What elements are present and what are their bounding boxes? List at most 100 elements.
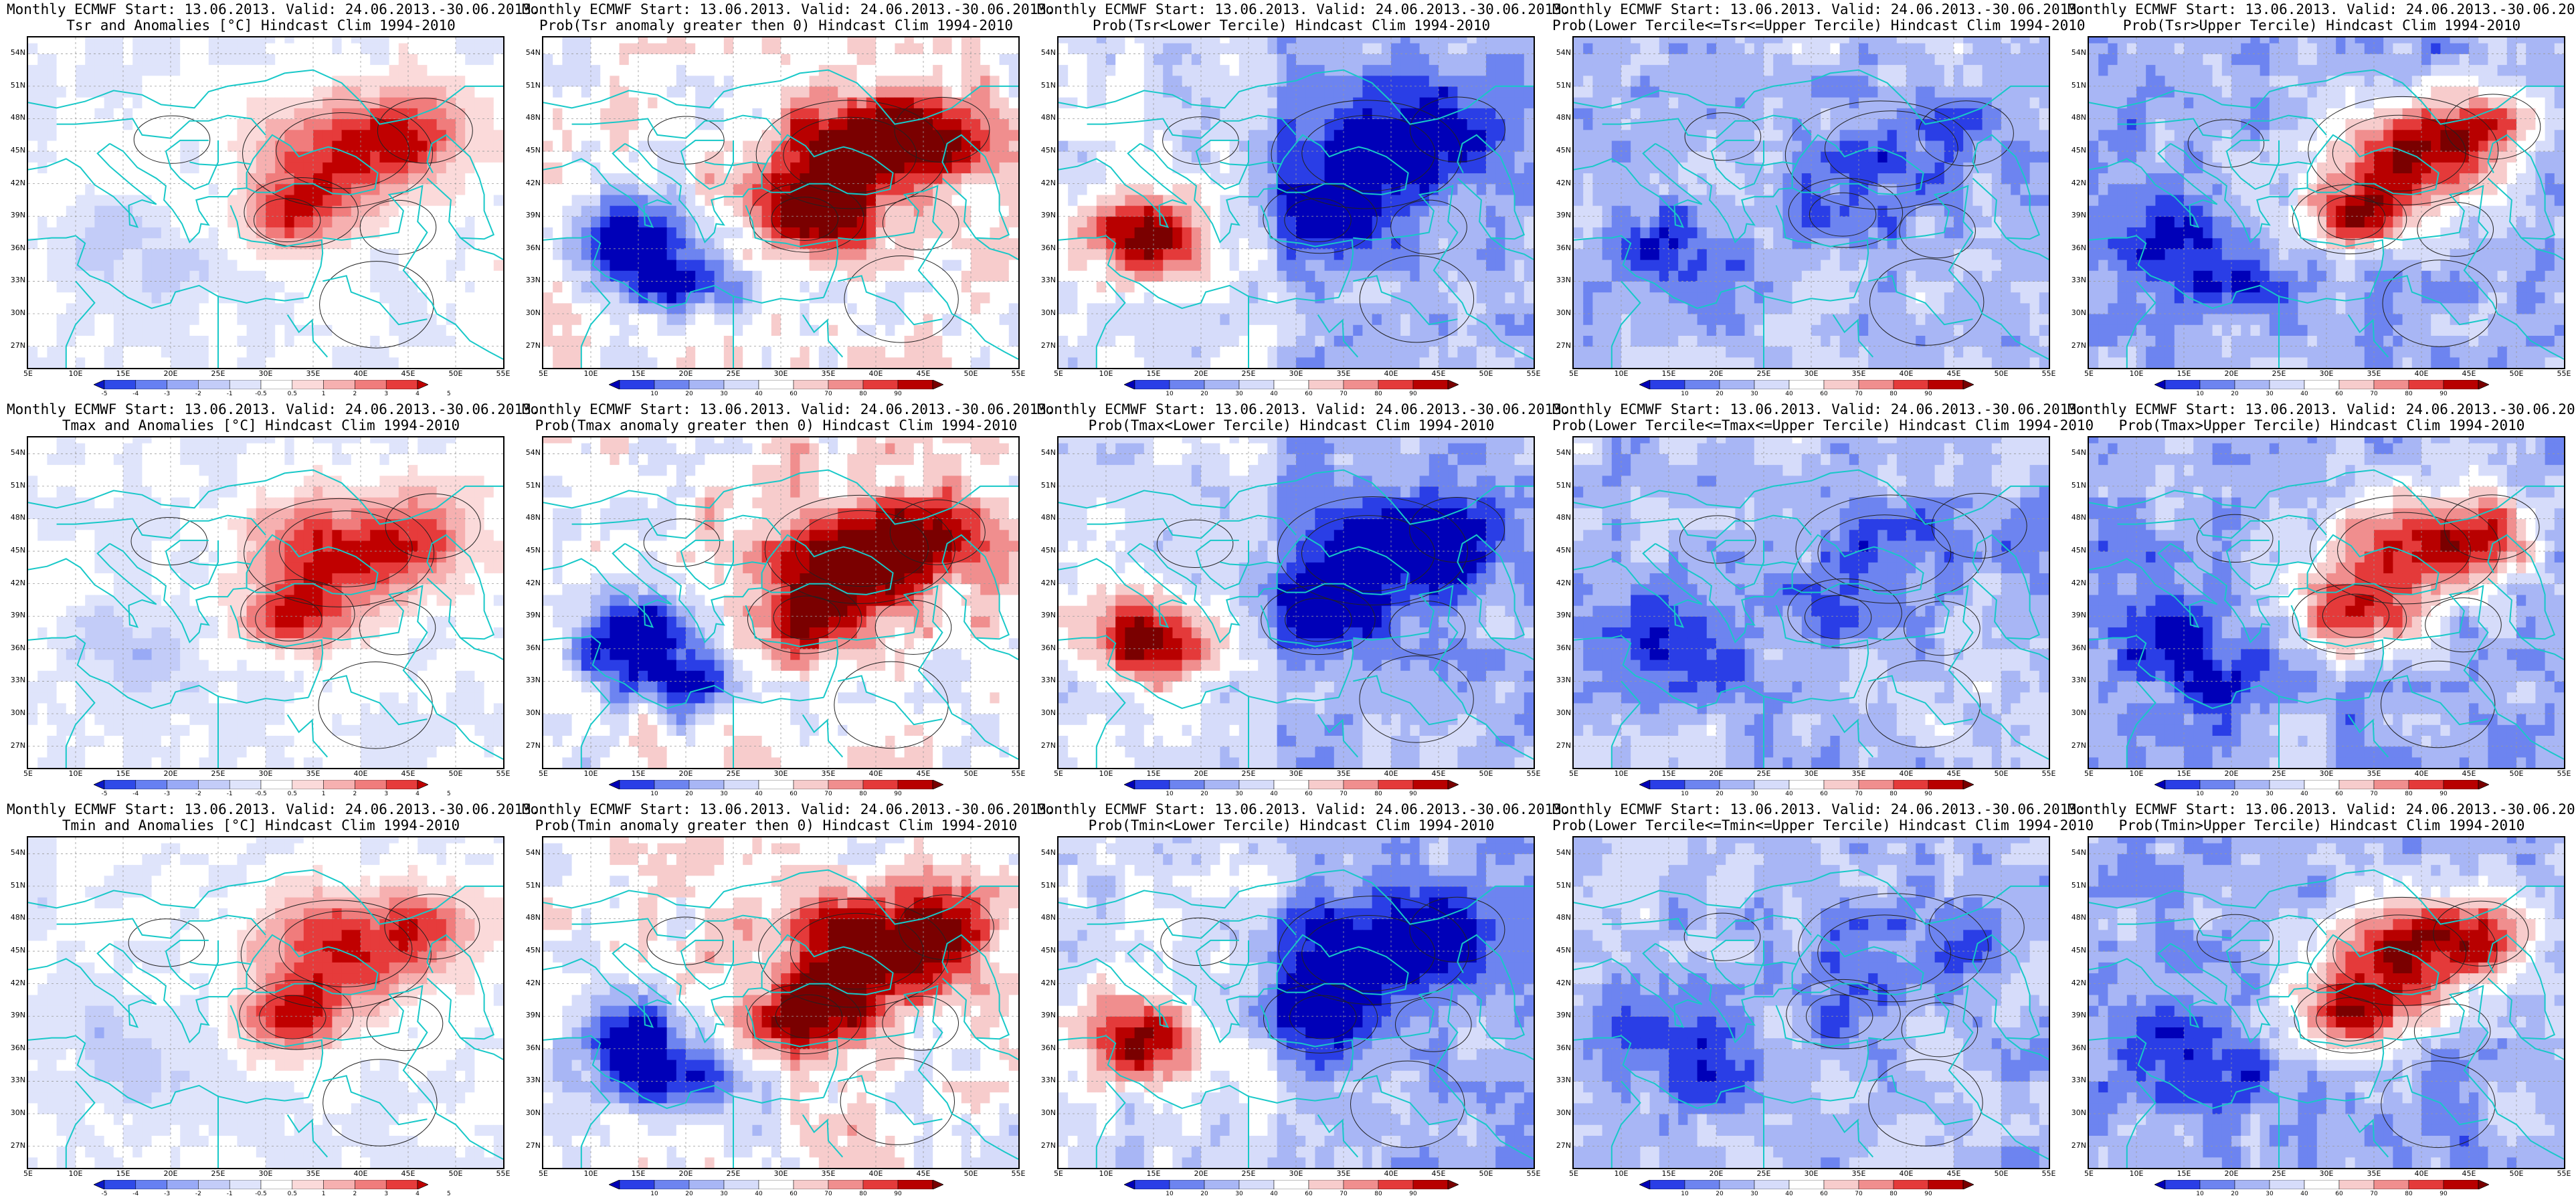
colorbar-tick-label: 10: [2190, 391, 2210, 397]
coastlines-borders: [1574, 469, 2049, 768]
colorbar-swatch: [654, 1180, 690, 1189]
colorbar-swatch: [1169, 780, 1205, 789]
colorbar-tick-label: 30: [2260, 791, 2280, 797]
colorbar-swatch: [1823, 380, 1859, 389]
colorbar-tick-label: 80: [1883, 391, 1904, 397]
lon-tick-label: 10E: [1093, 369, 1119, 378]
colorbar-tick-label: 30: [1229, 391, 1249, 397]
colorbar-swatch: [385, 1180, 418, 1189]
map-canvas: [28, 837, 503, 1168]
lon-tick-label: 20E: [1703, 1169, 1730, 1178]
lon-tick-label: 45E: [910, 1169, 937, 1178]
lat-tick-label: 30N: [1552, 708, 1571, 717]
lat-tick-label: 54N: [522, 48, 541, 57]
colorbar-tick-label: 20: [1710, 791, 1730, 797]
colorbar-swatch: [2408, 1180, 2444, 1189]
colorbar-tick-label: 10: [644, 391, 664, 397]
lat-tick-label: 48N: [1552, 913, 1571, 922]
lat-tick-label: 33N: [1037, 276, 1056, 284]
colorbar-swatch: [619, 1180, 655, 1189]
lat-tick-label: 51N: [7, 881, 25, 890]
lon-tick-label: 10E: [577, 1169, 604, 1178]
colorbar-min-arrow: [609, 380, 620, 389]
lon-tick-label: 20E: [157, 369, 184, 378]
colorbar-tick-label: 80: [1883, 791, 1904, 797]
lon-tick-label: 15E: [2171, 369, 2197, 378]
colorbar-swatch: [135, 1180, 167, 1189]
lat-tick-label: 30N: [522, 1108, 541, 1117]
colorbar-swatch: [2443, 380, 2479, 389]
colorbar-swatch: [2269, 780, 2305, 789]
colorbar-swatch: [1788, 380, 1825, 389]
forecast-map-panel: Monthly ECMWF Start: 13.06.2013. Valid: …: [1037, 1, 1570, 397]
lat-tick-label: 27N: [522, 1141, 541, 1150]
lon-tick-label: 30E: [1283, 1169, 1309, 1178]
lat-tick-label: 42N: [1037, 579, 1056, 587]
panel-title-line2: Prob(Tmax anomaly greater then 0) Hindca…: [522, 417, 1030, 433]
colorbar-swatch: [1684, 380, 1720, 389]
colorbar-max-arrow: [1962, 380, 1974, 389]
colorbar-swatch: [2338, 780, 2375, 789]
lon-tick-label: 10E: [1093, 1169, 1119, 1178]
colorbar-tick-label: 80: [853, 1191, 873, 1197]
lat-tick-label: 36N: [522, 243, 541, 252]
lat-tick-label: 45N: [1037, 946, 1056, 955]
lat-tick-label: 45N: [7, 546, 25, 555]
colorbar-swatch: [355, 780, 387, 789]
colorbar-swatch: [135, 780, 167, 789]
colorbar-swatch: [2443, 780, 2479, 789]
colorbar-tick-label: 3: [376, 1191, 396, 1197]
colorbar-tick-label: 4: [407, 791, 428, 797]
lat-tick-label: 51N: [1552, 81, 1571, 90]
colorbar-swatch: [167, 780, 199, 789]
colorbar-tick-label: 60: [1299, 391, 1319, 397]
lon-tick-label: 5E: [2076, 369, 2102, 378]
lon-tick-label: 15E: [110, 1169, 136, 1178]
lat-tick-label: 27N: [1552, 741, 1571, 750]
lon-tick-label: 10E: [62, 1169, 89, 1178]
colorbar-swatch: [828, 1180, 864, 1189]
lon-tick-label: 35E: [2361, 769, 2387, 778]
colorbar-swatch: [135, 380, 167, 389]
colorbar-swatch: [323, 780, 355, 789]
colorbar-swatch: [292, 780, 324, 789]
lat-tick-label: 51N: [1552, 481, 1571, 490]
colorbar-min-arrow: [1639, 380, 1651, 389]
colorbar-min-arrow: [94, 380, 105, 389]
panel-title-line1: Monthly ECMWF Start: 13.06.2013. Valid: …: [522, 801, 1055, 817]
lat-tick-label: 42N: [1037, 979, 1056, 987]
lon-tick-label: 10E: [2123, 1169, 2150, 1178]
lat-tick-label: 39N: [1037, 611, 1056, 619]
colorbar: [1639, 780, 1974, 789]
coastlines-borders: [2089, 69, 2564, 368]
colorbar-tick-label: -2: [188, 1191, 208, 1197]
isolines: [2197, 896, 2529, 1148]
colorbar-tick-label: 2: [345, 791, 365, 797]
forecast-map: [2088, 836, 2565, 1169]
lat-tick-label: 45N: [1552, 146, 1571, 155]
lat-tick-label: 30N: [7, 308, 25, 317]
colorbar-min-arrow: [1124, 780, 1135, 789]
colorbar-swatch: [1754, 380, 1790, 389]
lat-tick-label: 42N: [1037, 179, 1056, 187]
lat-tick-label: 45N: [522, 946, 541, 955]
coastlines-borders: [28, 69, 503, 368]
colorbar-min-arrow: [2154, 780, 2166, 789]
lat-tick-label: 27N: [7, 741, 25, 750]
lon-tick-label: 50E: [957, 769, 984, 778]
colorbar-swatch: [1754, 1180, 1790, 1189]
lon-tick-label: 45E: [1425, 769, 1452, 778]
colorbar: [1639, 1180, 1974, 1189]
colorbar-max-arrow: [2478, 1180, 2489, 1189]
lat-tick-label: 54N: [1037, 448, 1056, 457]
lon-tick-label: 50E: [957, 369, 984, 378]
lon-tick-label: 50E: [1988, 369, 2015, 378]
lon-tick-label: 20E: [2218, 1169, 2245, 1178]
lat-tick-label: 36N: [1037, 643, 1056, 652]
colorbar-tick-label: 60: [784, 791, 804, 797]
lon-tick-label: 30E: [1283, 769, 1309, 778]
shaded-field: [543, 437, 1018, 768]
lat-tick-label: 36N: [2067, 243, 2086, 252]
panel-title-line2: Tsr and Anomalies [°C] Hindcast Clim 199…: [7, 17, 515, 33]
colorbar-tick-label: 40: [2294, 791, 2314, 797]
